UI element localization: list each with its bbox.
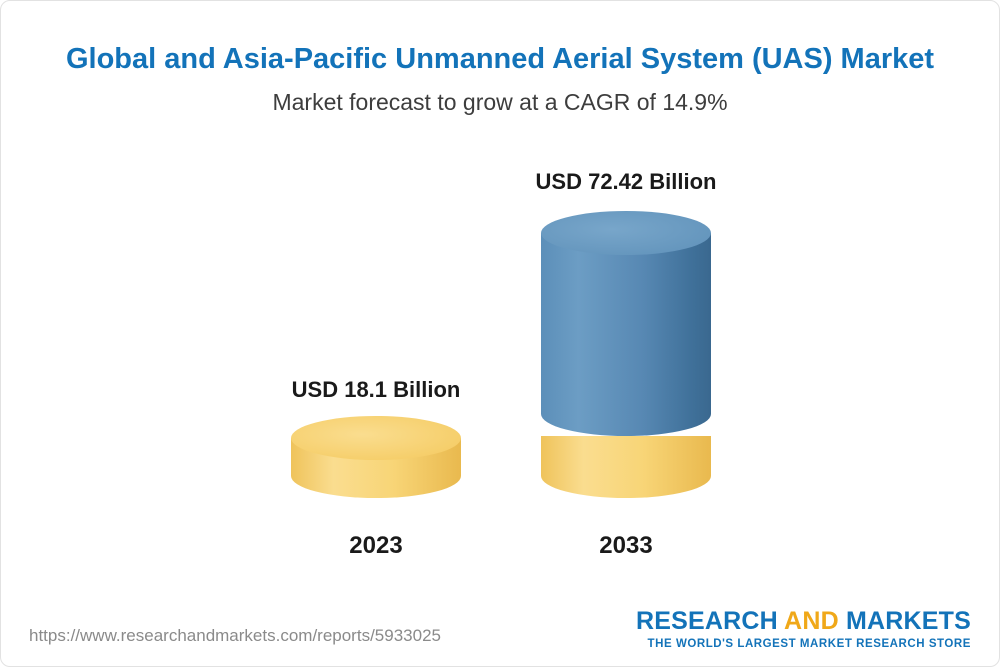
bar-value-label-2033: USD 72.42 Billion <box>535 169 717 194</box>
chart-subtitle: Market forecast to grow at a CAGR of 14.… <box>272 89 728 115</box>
bar-value-label-2023: USD 18.1 Billion <box>291 377 461 402</box>
logo-tagline: THE WORLD'S LARGEST MARKET RESEARCH STOR… <box>647 638 971 650</box>
bar-2033-cylinder-top <box>541 211 711 255</box>
report-url-link[interactable]: https://www.researchandmarkets.com/repor… <box>29 626 441 645</box>
bar-2033-cylinder <box>541 233 711 436</box>
axis-label-2023: 2023 <box>349 532 403 559</box>
logo-wordmark: RESEARCH AND MARKETS <box>636 607 971 636</box>
research-and-markets-logo: RESEARCH AND MARKETS THE WORLD'S LARGEST… <box>636 607 971 650</box>
chart-title: Global and Asia-Pacific Unmanned Aerial … <box>65 43 935 75</box>
logo-word-research: RESEARCH <box>635 607 778 635</box>
bar-2033-yellow-base <box>541 436 711 498</box>
logo-word-markets: MARKETS <box>845 607 971 635</box>
axis-label-2033: 2033 <box>599 532 653 559</box>
logo-word-and: AND <box>777 607 846 635</box>
bar-2023-cylinder-top <box>291 416 461 460</box>
